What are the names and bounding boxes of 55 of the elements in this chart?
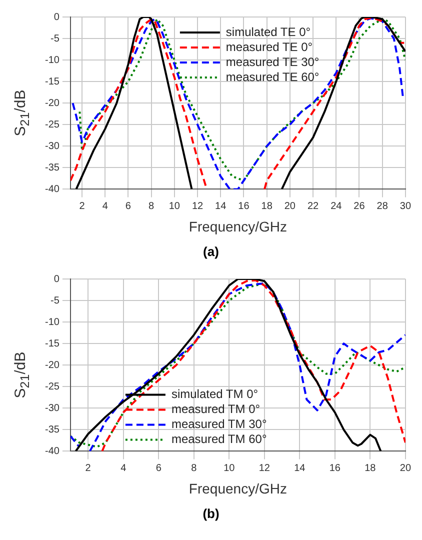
x-tick-label: 2 xyxy=(85,462,92,474)
text: (a) xyxy=(202,244,220,259)
x-tick-label: 4 xyxy=(120,462,127,474)
x-tick-label: 6 xyxy=(156,462,162,474)
y-tick-label: -15 xyxy=(45,338,60,350)
x-tick-label: 20 xyxy=(284,200,296,212)
legend-label: simulated TM 0° xyxy=(171,387,258,402)
x-tick-label: 18 xyxy=(364,462,376,474)
y-tick-label: -10 xyxy=(45,316,60,328)
y-tick-label: 0 xyxy=(54,274,60,285)
x-tick-label: 2 xyxy=(79,200,86,212)
x-tick-label: 24 xyxy=(330,200,342,212)
x-tick-label: 18 xyxy=(261,200,273,212)
y-tick-label: -25 xyxy=(45,119,60,130)
x-axis-title: Frequency/GHz xyxy=(188,480,287,496)
x-tick-label: 30 xyxy=(400,200,412,212)
x-tick-label: 14 xyxy=(294,462,306,474)
y-tick-label: -5 xyxy=(50,295,60,306)
x-tick-label: 6 xyxy=(125,200,132,212)
x-tick-label: 26 xyxy=(354,200,366,212)
x-tick-label: 14 xyxy=(215,200,227,212)
x-tick-label: 22 xyxy=(307,200,320,212)
x-tick-label: 12 xyxy=(192,200,204,212)
y-tick-label: -30 xyxy=(45,402,60,414)
x-tick-label: 16 xyxy=(329,462,341,474)
text: (b) xyxy=(202,506,220,521)
y-tick-label: -40 xyxy=(45,184,60,195)
legend-label: measured TM 0° xyxy=(171,402,260,416)
x-tick-label: 10 xyxy=(168,200,180,212)
y-tick-label: -10 xyxy=(45,54,60,66)
y-tick-label: 0 xyxy=(54,12,60,23)
x-tick-label: 28 xyxy=(376,200,388,212)
x-tick-label: 10 xyxy=(224,462,236,474)
x-axis-title: Frequency/GHz xyxy=(188,218,287,234)
y-tick-label: -40 xyxy=(45,446,60,457)
y-tick-label: -20 xyxy=(45,98,60,109)
x-tick-label: 4 xyxy=(102,200,108,212)
legend-label: measured TE 60° xyxy=(226,70,320,84)
x-tick-label: 8 xyxy=(191,462,198,474)
y-tick-label: -30 xyxy=(45,140,60,152)
legend-label: measured TE 0° xyxy=(226,40,313,54)
legend-label: measured TM 60° xyxy=(171,432,267,446)
y-tick-label: -35 xyxy=(45,424,60,436)
y-tick-label: -25 xyxy=(45,381,60,392)
y-tick-label: -5 xyxy=(50,33,60,44)
x-tick-label: 12 xyxy=(258,462,270,474)
legend-label: simulated TE 0° xyxy=(226,24,311,39)
legend-label: measured TE 30° xyxy=(226,54,320,69)
x-tick-label: 16 xyxy=(238,200,250,212)
x-tick-label: 20 xyxy=(400,462,412,474)
x-tick-label: 8 xyxy=(148,200,155,212)
y-tick-label: -15 xyxy=(45,76,60,88)
y-tick-label: -35 xyxy=(45,162,60,174)
legend-label: measured TM 30° xyxy=(171,417,267,432)
y-tick-label: -20 xyxy=(45,360,60,371)
